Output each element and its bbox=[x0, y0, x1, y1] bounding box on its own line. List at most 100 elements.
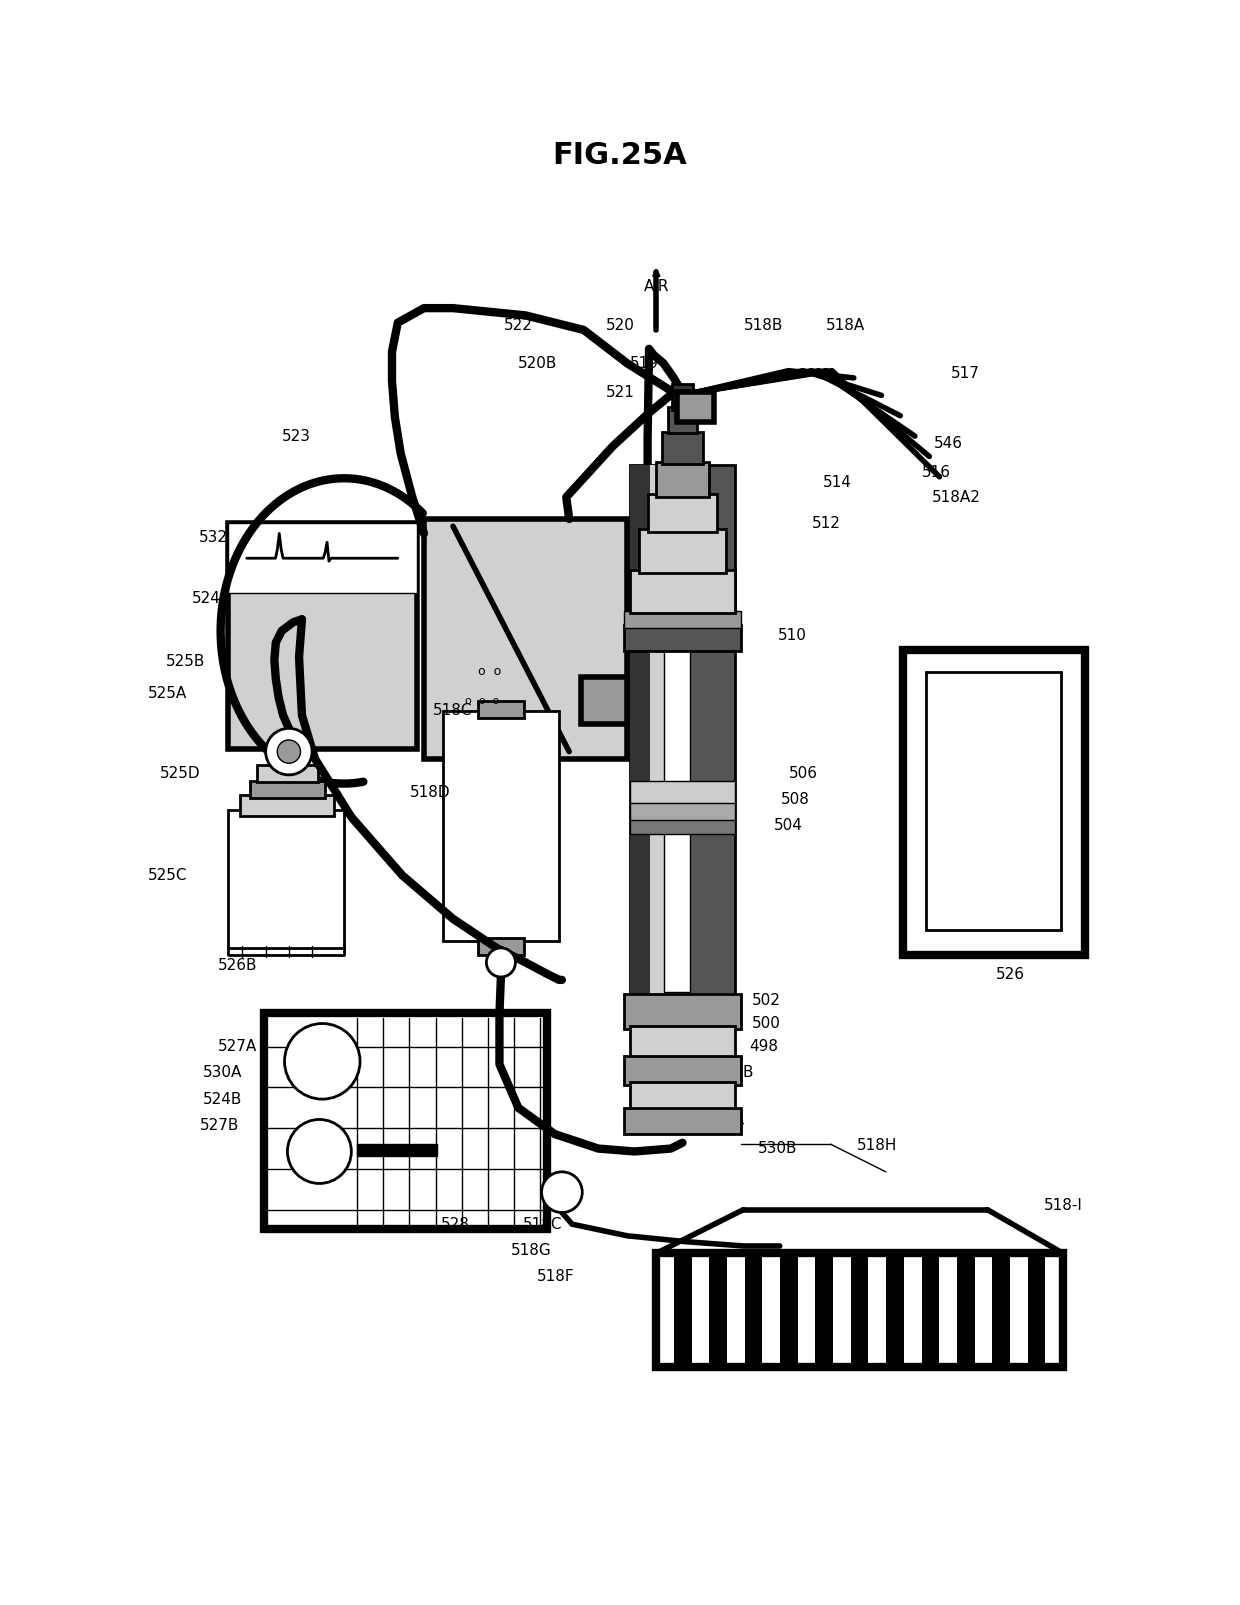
Text: AIR: AIR bbox=[644, 279, 670, 294]
Bar bbox=[668, 408, 697, 433]
Text: 530A: 530A bbox=[203, 1066, 243, 1080]
Circle shape bbox=[278, 740, 300, 764]
Text: 518B: 518B bbox=[744, 318, 782, 334]
Text: 519: 519 bbox=[630, 356, 660, 371]
Bar bbox=[656, 462, 708, 498]
Text: 530B: 530B bbox=[758, 1141, 797, 1156]
Text: 520: 520 bbox=[605, 318, 635, 334]
Text: 526B: 526B bbox=[218, 958, 257, 973]
Bar bbox=[630, 1027, 735, 1058]
Bar bbox=[677, 393, 714, 422]
Text: 518H: 518H bbox=[857, 1138, 897, 1152]
Text: 527A: 527A bbox=[218, 1040, 257, 1054]
Text: 527B: 527B bbox=[201, 1117, 239, 1133]
Text: 518A: 518A bbox=[826, 318, 866, 334]
Text: 512: 512 bbox=[812, 515, 841, 531]
Text: 526: 526 bbox=[996, 966, 1025, 982]
Bar bbox=[630, 465, 735, 995]
Text: 504: 504 bbox=[774, 819, 802, 833]
Bar bbox=[228, 811, 343, 949]
Text: 518F: 518F bbox=[537, 1270, 575, 1284]
Text: 518C: 518C bbox=[433, 703, 472, 719]
Text: 528: 528 bbox=[441, 1217, 470, 1231]
Circle shape bbox=[542, 1172, 583, 1212]
Text: 500: 500 bbox=[753, 1016, 781, 1030]
Bar bbox=[477, 701, 525, 717]
Text: 518-I: 518-I bbox=[1044, 1197, 1083, 1213]
Text: 510: 510 bbox=[779, 628, 807, 642]
Bar bbox=[249, 780, 325, 798]
Bar bbox=[630, 465, 651, 995]
Text: 544: 544 bbox=[717, 1115, 746, 1130]
Bar bbox=[630, 817, 735, 835]
Bar bbox=[921, 1254, 939, 1367]
Text: 525D: 525D bbox=[160, 766, 200, 782]
Bar bbox=[675, 1254, 692, 1367]
Bar bbox=[1028, 1254, 1045, 1367]
Text: 518A2: 518A2 bbox=[932, 490, 981, 504]
Text: 524B: 524B bbox=[203, 1091, 243, 1106]
Bar bbox=[903, 650, 1085, 955]
Text: 517: 517 bbox=[951, 366, 980, 380]
Bar bbox=[239, 794, 334, 815]
Text: 518G: 518G bbox=[511, 1242, 552, 1258]
Bar bbox=[816, 1254, 833, 1367]
Text: 518C: 518C bbox=[523, 1217, 562, 1231]
Text: FIG.25A: FIG.25A bbox=[553, 141, 687, 170]
Bar bbox=[630, 780, 735, 802]
Bar bbox=[580, 677, 627, 724]
Bar bbox=[625, 1056, 740, 1085]
Bar bbox=[992, 1254, 1009, 1367]
Bar bbox=[264, 1013, 547, 1228]
Bar bbox=[630, 570, 735, 613]
Text: 525A: 525A bbox=[148, 685, 187, 701]
Text: 502: 502 bbox=[753, 993, 781, 1008]
Text: 524: 524 bbox=[191, 591, 221, 607]
Bar bbox=[647, 494, 717, 531]
Bar bbox=[625, 610, 740, 628]
Bar bbox=[656, 1254, 1063, 1367]
Circle shape bbox=[284, 1024, 360, 1099]
Bar bbox=[443, 711, 559, 941]
Bar bbox=[625, 1107, 740, 1135]
Bar bbox=[625, 624, 740, 652]
Text: 514: 514 bbox=[823, 475, 852, 490]
Bar bbox=[625, 995, 740, 1029]
Text: 506: 506 bbox=[789, 766, 817, 782]
Text: 520B: 520B bbox=[518, 356, 558, 371]
Text: o  o  o: o o o bbox=[465, 695, 500, 706]
Text: 516: 516 bbox=[923, 465, 951, 480]
Text: 523: 523 bbox=[281, 429, 310, 443]
Text: 532: 532 bbox=[198, 530, 228, 546]
Circle shape bbox=[288, 1119, 351, 1183]
Bar bbox=[926, 671, 1061, 931]
Bar bbox=[672, 384, 693, 409]
Bar bbox=[651, 465, 691, 995]
Text: 508: 508 bbox=[781, 793, 810, 807]
Bar bbox=[228, 523, 417, 594]
Bar bbox=[630, 799, 735, 820]
Circle shape bbox=[265, 729, 312, 775]
Bar bbox=[957, 1254, 975, 1367]
Text: 525C: 525C bbox=[148, 868, 187, 883]
Text: 496: 496 bbox=[684, 1091, 713, 1106]
Text: 498: 498 bbox=[749, 1040, 779, 1054]
Bar bbox=[780, 1254, 797, 1367]
Bar bbox=[630, 1082, 735, 1111]
Bar bbox=[357, 1144, 436, 1156]
Bar bbox=[663, 475, 689, 992]
Bar bbox=[424, 518, 627, 759]
Bar bbox=[228, 523, 417, 748]
Bar bbox=[709, 1254, 727, 1367]
Bar bbox=[745, 1254, 763, 1367]
Bar bbox=[639, 530, 725, 573]
Bar bbox=[887, 1254, 904, 1367]
Bar bbox=[851, 1254, 868, 1367]
Circle shape bbox=[486, 949, 516, 977]
Bar bbox=[662, 432, 703, 464]
Text: 521: 521 bbox=[605, 385, 635, 400]
Text: 518D: 518D bbox=[409, 785, 450, 799]
Text: o  o: o o bbox=[477, 664, 501, 679]
Text: 522: 522 bbox=[503, 318, 533, 334]
Text: 530B: 530B bbox=[714, 1066, 754, 1080]
